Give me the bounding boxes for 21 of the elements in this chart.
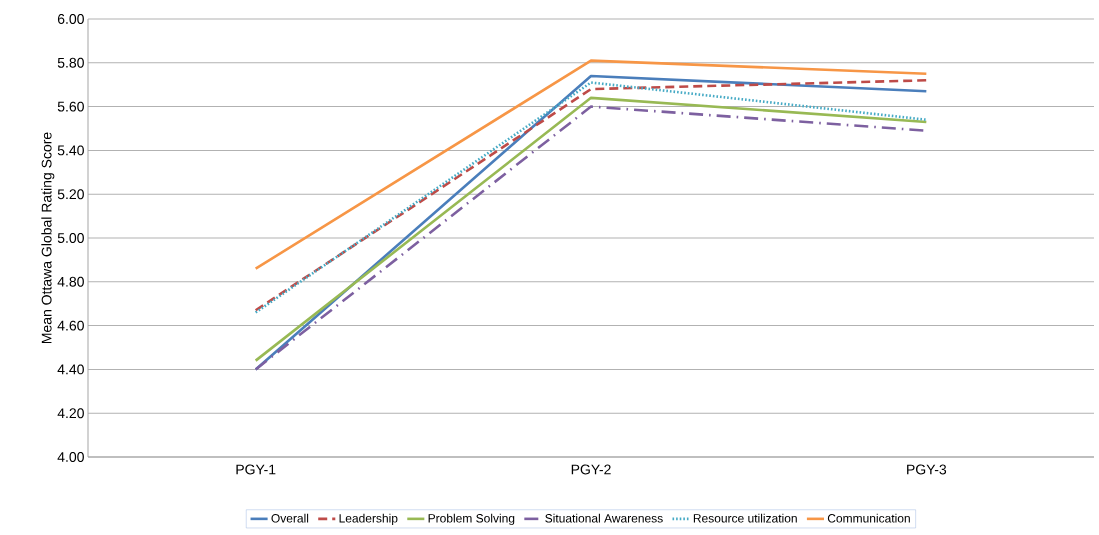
y-tick-label: 4.60 [57, 320, 84, 331]
x-tick-label: PGY-2 [571, 464, 611, 475]
legend-label: Resource utilization [693, 513, 797, 523]
legend-label: Situational Awareness [545, 513, 663, 523]
y-axis-title: Mean Ottawa Global Rating Score [41, 132, 55, 344]
y-tick-label: 5.60 [57, 101, 84, 112]
y-tick-label: 4.20 [57, 408, 84, 419]
y-tick-label: 6.00 [57, 14, 84, 24]
y-tick-label: 5.80 [57, 57, 84, 68]
y-tick-label: 5.40 [57, 145, 84, 156]
legend-label: Leadership [339, 513, 398, 525]
x-tick-label: PGY-3 [907, 464, 947, 475]
y-tick-label: 5.00 [57, 233, 84, 243]
y-tick-label: 4.80 [57, 276, 84, 287]
y-tick-label: 4.00 [57, 452, 84, 462]
y-tick-label: 4.40 [57, 364, 84, 375]
x-tick-label: PGY-1 [236, 464, 276, 475]
y-tick-label: 5.20 [57, 189, 84, 200]
legend-label: Problem Solving [428, 513, 515, 525]
legend-label: Communication [827, 513, 910, 523]
legend-label: Overall [271, 513, 309, 523]
